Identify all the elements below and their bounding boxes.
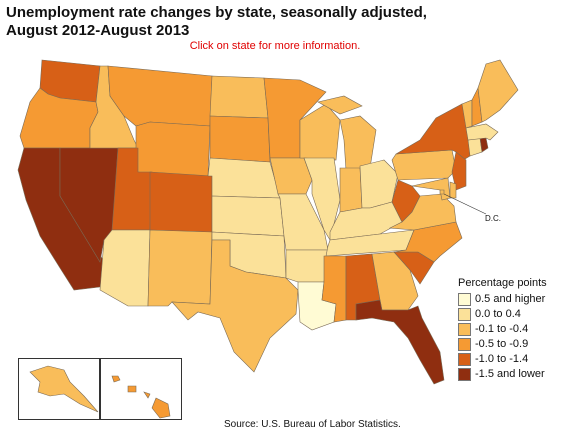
legend-item: 0.5 and higher (458, 292, 576, 306)
state-alaska[interactable] (29, 365, 99, 413)
title-line-1: Unemployment rate changes by state, seas… (6, 4, 427, 21)
state-florida[interactable] (355, 299, 445, 385)
state-delaware[interactable] (449, 181, 457, 199)
legend-swatch (458, 337, 471, 351)
legend-label: 0.0 to 0.4 (475, 308, 521, 320)
legend-label: -1.0 to -1.4 (475, 353, 529, 365)
legend-item: -0.5 to -0.9 (458, 337, 576, 351)
state-wyoming[interactable] (135, 121, 211, 177)
state-maryland[interactable] (411, 177, 451, 201)
state-new-jersey[interactable] (451, 151, 467, 191)
legend-item: 0.0 to 0.4 (458, 307, 576, 321)
legend-swatch (458, 352, 471, 366)
state-pennsylvania[interactable] (391, 149, 457, 181)
legend-label: 0.5 and higher (475, 293, 546, 305)
legend-label: -0.5 to -0.9 (475, 338, 529, 350)
state-new-mexico[interactable] (147, 229, 213, 307)
map-title: Unemployment rate changes by state, seas… (6, 4, 427, 40)
alaska-inset-frame (18, 358, 100, 420)
legend-swatch (458, 367, 471, 381)
state-south-dakota[interactable] (209, 115, 271, 163)
state-illinois[interactable] (303, 157, 341, 241)
legend-label: -0.1 to -0.4 (475, 323, 529, 335)
legend-swatch (458, 307, 471, 321)
state-hawaii[interactable] (111, 375, 171, 419)
state-massachusetts[interactable] (465, 123, 499, 141)
legend-label: -1.5 and lower (475, 368, 545, 380)
state-dc[interactable] (439, 189, 445, 195)
map-legend: Percentage points 0.5 and higher 0.0 to … (458, 277, 576, 382)
click-instruction[interactable]: Click on state for more information. (189, 40, 361, 52)
state-north-dakota[interactable] (209, 75, 269, 119)
legend-item: -0.1 to -0.4 (458, 322, 576, 336)
source-note: Source: U.S. Bureau of Labor Statistics. (224, 419, 401, 430)
state-arkansas[interactable] (285, 249, 329, 283)
dc-label: D.C. (485, 214, 501, 223)
state-indiana[interactable] (339, 167, 363, 213)
legend-title: Percentage points (458, 277, 547, 289)
state-texas[interactable] (171, 239, 299, 373)
state-iowa[interactable] (269, 157, 313, 195)
legend-swatch (458, 292, 471, 306)
state-nebraska[interactable] (207, 157, 281, 199)
state-kansas[interactable] (211, 195, 285, 237)
state-connecticut[interactable] (467, 137, 483, 157)
legend-swatch (458, 322, 471, 336)
state-maine[interactable] (477, 59, 519, 123)
hawaii-inset-frame (100, 358, 182, 420)
state-colorado[interactable] (149, 171, 213, 233)
legend-item: -1.5 and lower (458, 367, 576, 381)
dc-leader-line (443, 193, 487, 215)
state-arizona[interactable] (99, 229, 151, 307)
title-line-2: August 2012-August 2013 (6, 22, 190, 39)
legend-item: -1.0 to -1.4 (458, 352, 576, 366)
state-shapes (17, 59, 519, 419)
